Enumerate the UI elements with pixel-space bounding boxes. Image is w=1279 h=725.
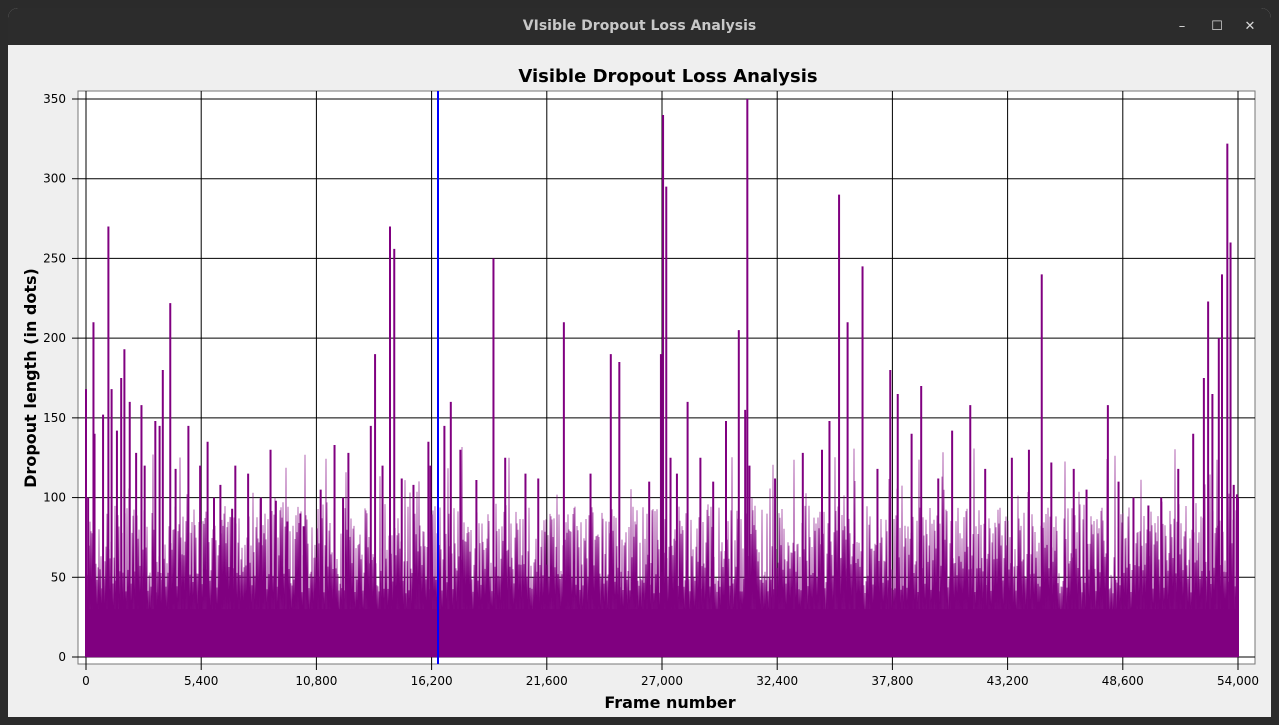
x-tick-label: 27,000 [641,674,683,688]
close-button[interactable]: ✕ [1244,19,1256,34]
x-tick-label: 32,400 [756,674,798,688]
x-tick-label: 16,200 [411,674,453,688]
x-tick-label: 10,800 [295,674,337,688]
y-ticks: 0 50 100 150 200 250 300 350 [43,92,78,664]
x-axis-label: Frame number [604,693,735,712]
x-tick-label: 48,600 [1102,674,1144,688]
x-tick-label: 43,200 [987,674,1029,688]
x-tick-label: 37,800 [871,674,913,688]
x-tick-label: 54,000 [1217,674,1259,688]
x-tick-label: 5,400 [184,674,218,688]
y-axis-label: Dropout length (in dots) [21,268,40,488]
dropout-series-base [86,609,1238,657]
dropout-chart: Visible Dropout Loss Analysis 0 5,400 10,8… [21,66,1259,712]
y-tick-label: 250 [43,251,66,265]
y-tick-label: 100 [43,491,66,505]
x-tick-label: 21,600 [526,674,568,688]
series-layer [85,99,1239,658]
x-tick-label: 0 [82,674,90,688]
y-tick-label: 0 [58,650,66,664]
y-tick-label: 350 [43,92,66,106]
y-tick-label: 150 [43,411,66,425]
window-title: VIsible Dropout Loss Analysis [522,18,757,34]
title-bar[interactable]: VIsible Dropout Loss Analysis – ☐ ✕ [8,8,1271,45]
app-window: VIsible Dropout Loss Analysis – ☐ ✕ Visi… [8,8,1271,717]
chart-title: Visible Dropout Loss Analysis [518,66,817,87]
x-ticks: 0 5,400 10,800 16,200 21,600 27,000 32,400 37,8… [82,664,1259,688]
y-tick-label: 50 [51,570,66,584]
y-tick-label: 200 [43,331,66,345]
minimize-button[interactable]: – [1178,19,1186,34]
y-tick-label: 300 [43,172,66,186]
maximize-button[interactable]: ☐ [1211,19,1223,34]
